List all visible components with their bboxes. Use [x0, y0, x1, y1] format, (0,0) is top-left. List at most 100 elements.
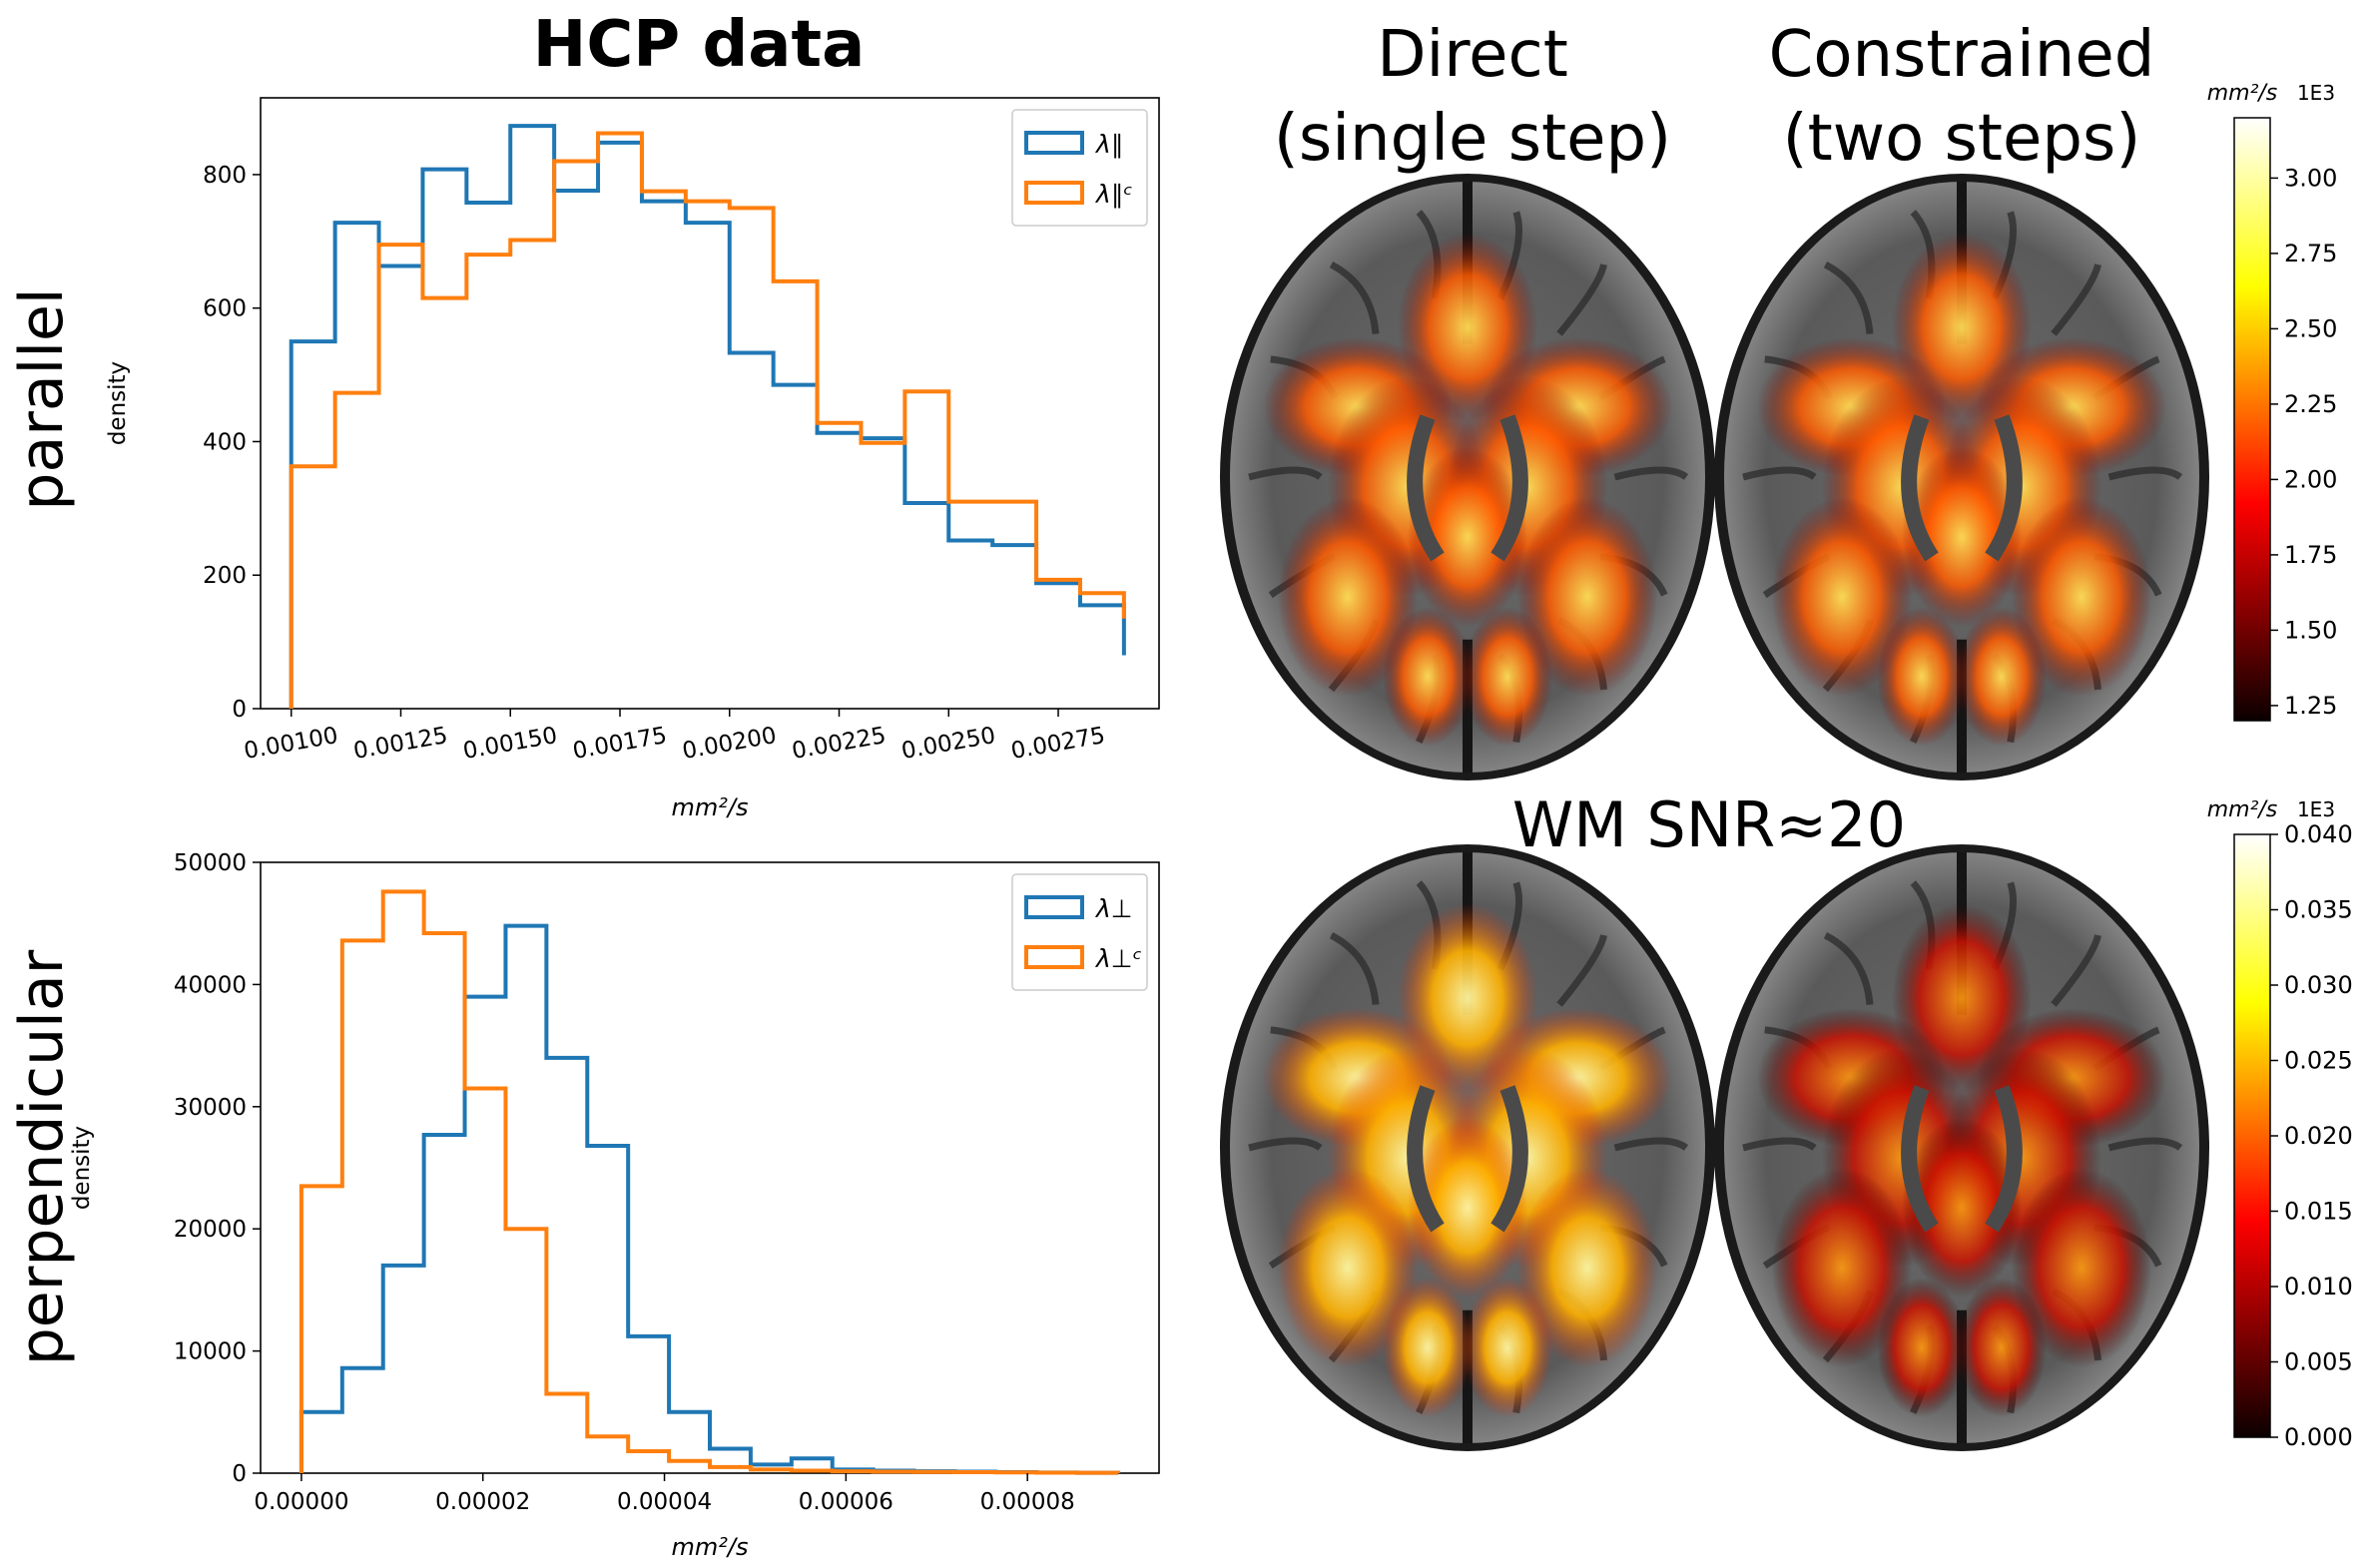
parallel-histogram: 0 200 400 600 800 0.00100 0.00125 0.00150 0.0017…: [105, 97, 1160, 821]
series-0-histogram-outline: [289, 124, 1126, 709]
white-matter-overlay: [1957, 607, 2047, 747]
x-tick-label: 0.00225: [790, 723, 888, 765]
y-tick-label: 200: [203, 563, 247, 589]
y-tick-label: 10000: [174, 1339, 247, 1365]
colorbar-tick-label: 3.00: [2284, 164, 2337, 192]
ventricle: [1407, 1085, 1445, 1233]
brain-map-3: [1220, 844, 1715, 1451]
brain-map-4: [1714, 844, 2209, 1451]
legend-label-0: λ⊥: [1094, 894, 1133, 923]
white-matter-overlay: [1517, 497, 1657, 697]
colorbar-tick-label: 1.50: [2284, 616, 2337, 644]
ventricle: [1985, 1085, 2023, 1233]
white-matter-overlay: [1517, 1168, 1657, 1367]
legend: [1011, 873, 1148, 991]
row-label-perpendicular: perpendicular: [7, 949, 77, 1365]
legend-label-1: λ⊥ᶜ: [1094, 944, 1142, 973]
ventricle: [1985, 414, 2023, 562]
white-matter-overlay: [1902, 1118, 2022, 1298]
white-matter-overlay: [1278, 497, 1418, 697]
x-tick-label: 0.00125: [351, 723, 449, 765]
colorbar-gradient: [2233, 117, 2271, 722]
white-matter-overlay: [1383, 1278, 1473, 1417]
legend-swatch-1: [1024, 181, 1084, 205]
ventricle: [1490, 414, 1528, 562]
y-tick-label: 0: [232, 1461, 247, 1487]
colorbar-tick-label: 0.040: [2284, 820, 2353, 848]
legend-swatch-0: [1024, 895, 1084, 919]
y-tick-label: 50000: [174, 850, 247, 876]
ventricle: [1901, 414, 1939, 562]
column-title-constrained-line2: (two steps): [1783, 102, 2141, 176]
colorbar-tick-label: 2.50: [2284, 314, 2337, 342]
white-matter-overlay: [1877, 607, 1967, 747]
series-1-histogram-outline: [298, 889, 1121, 1475]
y-tick-label: 800: [203, 163, 247, 189]
white-matter-overlay: [2012, 497, 2151, 697]
perpendicular-histogram: 0 10000 20000 30000 40000 50000 0.00000 0.00002…: [69, 850, 1160, 1561]
white-matter-overlay: [1383, 607, 1473, 747]
series-1-histogram-outline: [289, 131, 1126, 709]
colorbar-tick-label: 1.25: [2284, 692, 2337, 720]
x-tick-label: 0.00008: [980, 1489, 1075, 1515]
y-axis-label: density: [69, 1126, 95, 1210]
colorbar-tick-label: 0.030: [2284, 971, 2353, 999]
x-tick-label: 0.00150: [461, 723, 559, 765]
x-tick-label: 0.00250: [899, 723, 997, 765]
colorbar-multiplier: 1E3: [2297, 81, 2335, 105]
figure-title: HCP data: [533, 8, 866, 82]
colorbar-tick-label: 0.025: [2284, 1047, 2353, 1075]
white-matter-overlay: [2012, 1168, 2151, 1367]
colorbar-tick-label: 0.000: [2284, 1423, 2353, 1451]
white-matter-overlay: [1877, 1278, 1967, 1417]
colorbar-gradient: [2233, 833, 2271, 1438]
colorbar-unit: mm²/s: [2207, 81, 2278, 106]
colorbar-tick-label: 2.00: [2284, 465, 2337, 493]
legend-label-1: λ∥ᶜ: [1094, 180, 1133, 209]
colorbar-tick-label: 0.005: [2284, 1348, 2353, 1376]
y-tick-label: 600: [203, 296, 247, 322]
white-matter-overlay: [1902, 447, 2022, 627]
legend-label-0: λ∥: [1094, 130, 1123, 159]
ventricle: [1407, 414, 1445, 562]
white-matter-overlay: [1772, 1168, 1912, 1367]
y-axis-label: density: [105, 361, 131, 445]
brain-map-1: [1220, 174, 1715, 781]
y-tick-label: 40000: [174, 972, 247, 998]
x-tick-label: 0.00100: [242, 723, 339, 765]
colorbar-tick-label: 1.75: [2284, 541, 2337, 569]
legend-swatch-1: [1024, 945, 1084, 969]
white-matter-overlay: [1408, 447, 1527, 627]
x-tick-label: 0.00002: [435, 1489, 530, 1515]
brain-map-2: [1714, 174, 2209, 781]
legend-swatch-0: [1024, 131, 1084, 155]
snr-label: WM SNR≈20: [1512, 788, 1906, 861]
colorbar-tick-label: 2.75: [2284, 240, 2337, 267]
white-matter-overlay: [1463, 607, 1552, 747]
white-matter-overlay: [1278, 1168, 1418, 1367]
row-label-parallel: parallel: [7, 287, 77, 510]
ventricle: [1490, 1085, 1528, 1233]
colorbar-tick-label: 0.015: [2284, 1198, 2353, 1226]
legend: [1011, 109, 1148, 227]
perpendicular-colorbar: 0.000 0.005 0.010 0.015 0.020 0.025 0.030 0.035…: [2207, 797, 2353, 1451]
x-tick-label: 0.00200: [680, 723, 778, 765]
colorbar-unit: mm²/s: [2207, 797, 2278, 822]
x-tick-label: 0.00000: [254, 1489, 348, 1515]
column-title-constrained-line1: Constrained: [1769, 18, 2155, 92]
white-matter-overlay: [1408, 1118, 1527, 1298]
colorbar-multiplier: 1E3: [2297, 797, 2335, 821]
colorbar-tick-label: 0.020: [2284, 1122, 2353, 1150]
white-matter-overlay: [1957, 1278, 2047, 1417]
x-tick-label: 0.00175: [571, 723, 669, 765]
x-tick-label: 0.00004: [617, 1489, 712, 1515]
ventricle: [1901, 1085, 1939, 1233]
y-tick-label: 20000: [174, 1217, 247, 1243]
column-title-direct-line1: Direct: [1377, 18, 1568, 92]
colorbar-tick-label: 0.010: [2284, 1273, 2353, 1301]
white-matter-overlay: [1463, 1278, 1552, 1417]
parallel-colorbar: 1.25 1.50 1.75 2.00 2.25 2.50 2.75 3.00 mm²/s 1E3: [2207, 81, 2337, 722]
x-tick-label: 0.00275: [1009, 723, 1107, 765]
x-tick-label: 0.00006: [799, 1489, 893, 1515]
y-tick-label: 30000: [174, 1095, 247, 1121]
